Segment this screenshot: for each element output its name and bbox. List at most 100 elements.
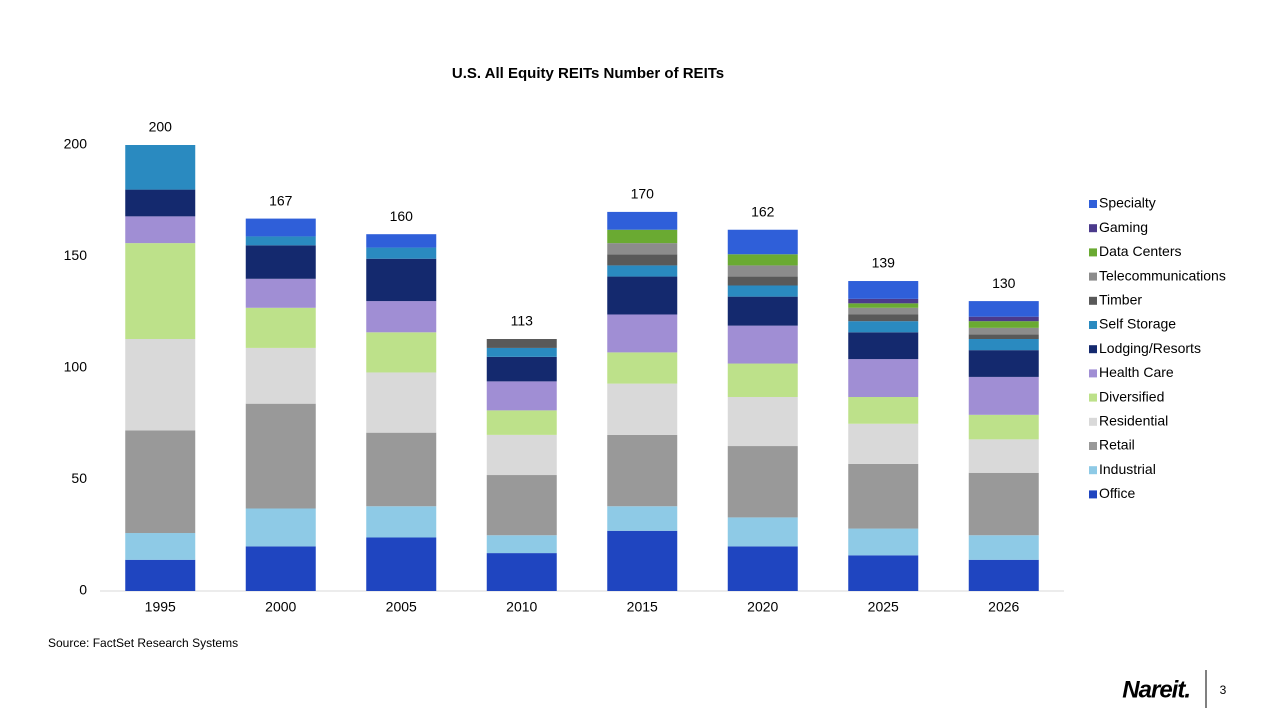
bar-segment: [366, 258, 437, 302]
bar-segment: [727, 265, 798, 277]
bar-segment: [607, 254, 678, 266]
bar-segment: [848, 528, 919, 556]
logo: Nareit.: [1122, 676, 1190, 703]
bar-segment: [245, 508, 316, 547]
bar-segment: [125, 145, 196, 190]
x-tick-label: 2026: [988, 599, 1019, 615]
legend-label: Office: [1099, 485, 1136, 501]
legend-label: Retail: [1099, 437, 1135, 453]
bar-segment: [245, 347, 316, 404]
bar-segment: [125, 430, 196, 534]
bar-segment: [848, 423, 919, 464]
bar-segment: [727, 229, 798, 255]
total-label: 130: [992, 275, 1016, 291]
bar-segment: [727, 363, 798, 397]
bar-segment: [486, 381, 557, 411]
total-label: 200: [149, 119, 173, 135]
legend-swatch: [1089, 296, 1097, 305]
x-tick-label: 1995: [145, 599, 176, 615]
bar-segment: [968, 316, 1039, 322]
bar-segment: [968, 472, 1039, 536]
bar-segment: [607, 265, 678, 277]
bar-segment: [848, 303, 919, 308]
bar-segment: [727, 285, 798, 297]
legend-label: Self Storage: [1099, 316, 1176, 332]
bar-segment: [607, 352, 678, 384]
bar-segment: [366, 332, 437, 373]
bar-segment: [607, 434, 678, 507]
legend-label: Health Care: [1099, 364, 1174, 380]
bar-segment: [125, 559, 196, 591]
legend-swatch: [1089, 345, 1097, 354]
x-tick-label: 2020: [747, 599, 778, 615]
legend-swatch: [1089, 272, 1097, 281]
total-label: 162: [751, 203, 775, 219]
bar-segment: [366, 372, 437, 433]
legend-label: Specialty: [1099, 195, 1156, 211]
bar-segment: [366, 432, 437, 507]
bar-segment: [968, 327, 1039, 335]
bar-segment: [245, 403, 316, 509]
y-tick-label: 50: [71, 470, 87, 486]
bar-segment: [486, 356, 557, 382]
bar-segment: [245, 546, 316, 591]
bar-segment: [486, 434, 557, 476]
bar-segment: [968, 414, 1039, 440]
legend-swatch: [1089, 248, 1097, 257]
bar-segment: [486, 535, 557, 554]
x-tick-label: 2005: [386, 599, 417, 615]
bar-segment: [245, 218, 316, 237]
bar-segment: [245, 278, 316, 308]
bar-segment: [607, 314, 678, 353]
bar-segment: [848, 555, 919, 591]
bar-segment: [968, 334, 1039, 340]
legend-label: Gaming: [1099, 219, 1148, 235]
legend-label: Lodging/Resorts: [1099, 340, 1201, 356]
bar-segment: [366, 247, 437, 259]
bar-segment: [607, 506, 678, 531]
total-label: 167: [269, 192, 293, 208]
legend-label: Telecommunications: [1099, 267, 1226, 283]
bar-segment: [848, 281, 919, 299]
bar-segment: [125, 533, 196, 560]
bar-segment: [607, 530, 678, 591]
page-number: 3: [1220, 683, 1227, 697]
bar-segment: [848, 321, 919, 333]
bar-segment: [727, 325, 798, 364]
bar-segment: [727, 517, 798, 547]
x-tick-label: 2010: [506, 599, 537, 615]
bar-segment: [968, 321, 1039, 328]
bar-segment: [727, 446, 798, 518]
bar-segment: [727, 546, 798, 591]
bar-segment: [245, 236, 316, 246]
bar-segment: [968, 559, 1039, 591]
bar-segment: [968, 535, 1039, 560]
bar-segment: [848, 332, 919, 360]
legend-swatch: [1089, 224, 1097, 233]
bar-segment: [848, 359, 919, 397]
bar-segment: [486, 475, 557, 536]
bar-segment: [245, 245, 316, 279]
bar-segment: [968, 339, 1039, 351]
bar-segment: [486, 339, 557, 348]
bar-segment: [486, 347, 557, 357]
legend-label: Residential: [1099, 413, 1168, 429]
legend-swatch: [1089, 442, 1097, 450]
bar-segment: [245, 307, 316, 348]
bar-segment: [848, 298, 919, 304]
bar-segment: [968, 376, 1039, 415]
bar-segment: [968, 350, 1039, 377]
bar-segment: [727, 296, 798, 326]
source-note: Source: FactSet Research Systems: [48, 636, 238, 650]
bar-segment: [366, 537, 437, 591]
bar-segment: [366, 301, 437, 333]
y-tick-label: 100: [64, 359, 88, 375]
bar-segment: [727, 276, 798, 286]
legend-swatch: [1089, 466, 1097, 475]
total-label: 160: [390, 208, 414, 224]
bar-segment: [727, 396, 798, 447]
bar-segment: [727, 254, 798, 266]
bar-segment: [125, 243, 196, 340]
legend-label: Timber: [1099, 292, 1142, 308]
total-label: 139: [872, 255, 896, 271]
